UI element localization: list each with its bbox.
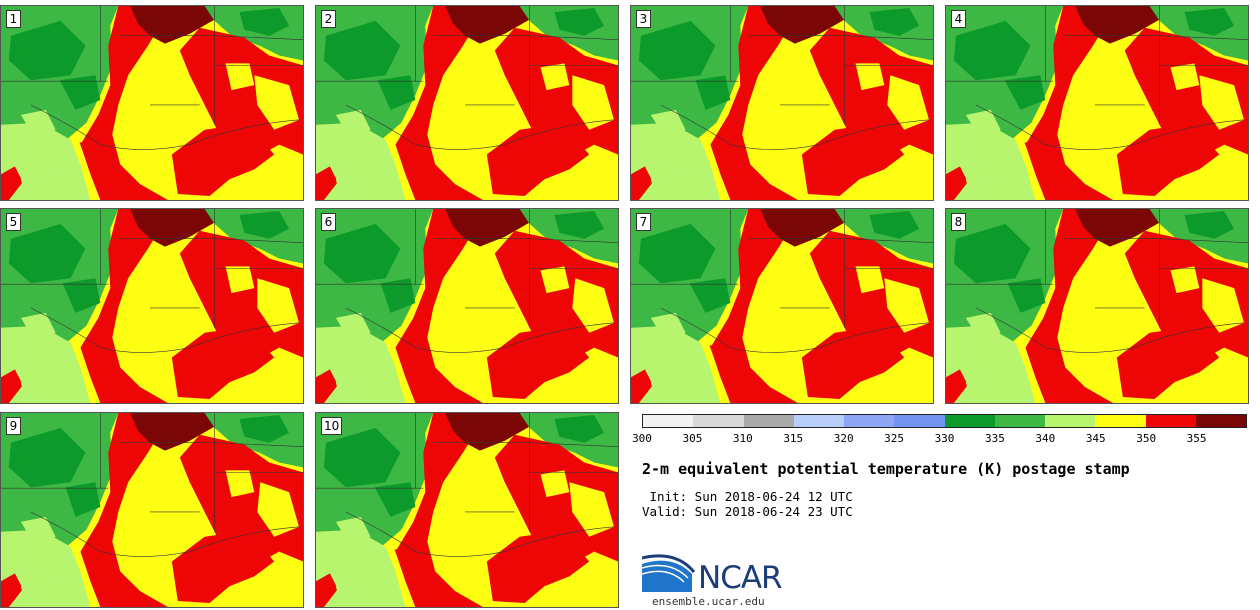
- colorbar-segment: [693, 415, 744, 427]
- member-number-label: 9: [6, 417, 21, 435]
- colorbar-segment: [1095, 415, 1146, 427]
- colorbar-segment: [643, 415, 694, 427]
- colorbar-segment: [944, 415, 995, 427]
- colorbar-tick-label: 305: [682, 432, 703, 445]
- colorbar: [642, 414, 1247, 428]
- colorbar-tick-label: 300: [632, 432, 652, 445]
- ensemble-member-map: 5: [0, 208, 304, 404]
- colorbar-tick-label: 330: [934, 432, 955, 445]
- colorbar-tick-label: 310: [732, 432, 753, 445]
- colorbar-tick-label: 345: [1085, 432, 1106, 445]
- member-number-label: 7: [636, 213, 651, 231]
- colorbar-segment: [1045, 415, 1096, 427]
- colorbar-segment: [894, 415, 945, 427]
- colorbar-tick-label: 325: [884, 432, 905, 445]
- member-number-label: 2: [321, 10, 336, 28]
- theta-e-field: [1, 413, 303, 607]
- map-title: 2-m equivalent potential temperature (K)…: [642, 460, 1130, 478]
- theta-e-field: [631, 209, 933, 403]
- member-number-label: 6: [321, 213, 336, 231]
- member-number-label: 3: [636, 10, 651, 28]
- ensemble-url: ensemble.ucar.edu: [652, 595, 765, 608]
- valid-time: Valid: Sun 2018-06-24 23 UTC: [642, 504, 853, 519]
- ensemble-member-map: 9: [0, 412, 304, 608]
- colorbar-segment: [793, 415, 844, 427]
- colorbar-tick-label: 335: [984, 432, 1005, 445]
- colorbar-tick-label: 340: [1035, 432, 1056, 445]
- theta-e-field: [631, 6, 933, 200]
- colorbar-tick-label: 315: [783, 432, 804, 445]
- member-number-label: 8: [951, 213, 966, 231]
- colorbar-tick-label: 355: [1186, 432, 1207, 445]
- theta-e-field: [316, 209, 618, 403]
- ensemble-member-map: 1: [0, 5, 304, 201]
- theta-e-field: [1, 6, 303, 200]
- member-number-label: 5: [6, 213, 21, 231]
- theta-e-field: [946, 6, 1248, 200]
- member-number-label: 4: [951, 10, 966, 28]
- ensemble-member-map: 4: [945, 5, 1249, 201]
- theta-e-field: [1, 209, 303, 403]
- colorbar-tick-labels: 300 305 310 315 320 325 330 335 340 345 350 355: [632, 432, 1247, 446]
- theta-e-field: [316, 6, 618, 200]
- ensemble-member-map: 6: [315, 208, 619, 404]
- colorbar-segment: [1195, 415, 1246, 427]
- colorbar-tick-label: 320: [833, 432, 854, 445]
- theta-e-field: [946, 209, 1248, 403]
- ncar-logo-icon: [642, 554, 696, 592]
- ensemble-member-map: 8: [945, 208, 1249, 404]
- init-time: Init: Sun 2018-06-24 12 UTC: [642, 489, 853, 504]
- member-number-label: 1: [6, 10, 21, 28]
- ensemble-member-map: 2: [315, 5, 619, 201]
- ensemble-member-map: 3: [630, 5, 934, 201]
- theta-e-field: [316, 413, 618, 607]
- colorbar-tick-label: 350: [1136, 432, 1157, 445]
- ensemble-member-map: 10: [315, 412, 619, 608]
- colorbar-segment: [1145, 415, 1196, 427]
- member-number-label: 10: [321, 417, 343, 435]
- ncar-logo-text: NCAR: [698, 560, 783, 596]
- colorbar-segment: [743, 415, 794, 427]
- ensemble-member-map: 7: [630, 208, 934, 404]
- colorbar-segment: [994, 415, 1045, 427]
- colorbar-segment: [844, 415, 895, 427]
